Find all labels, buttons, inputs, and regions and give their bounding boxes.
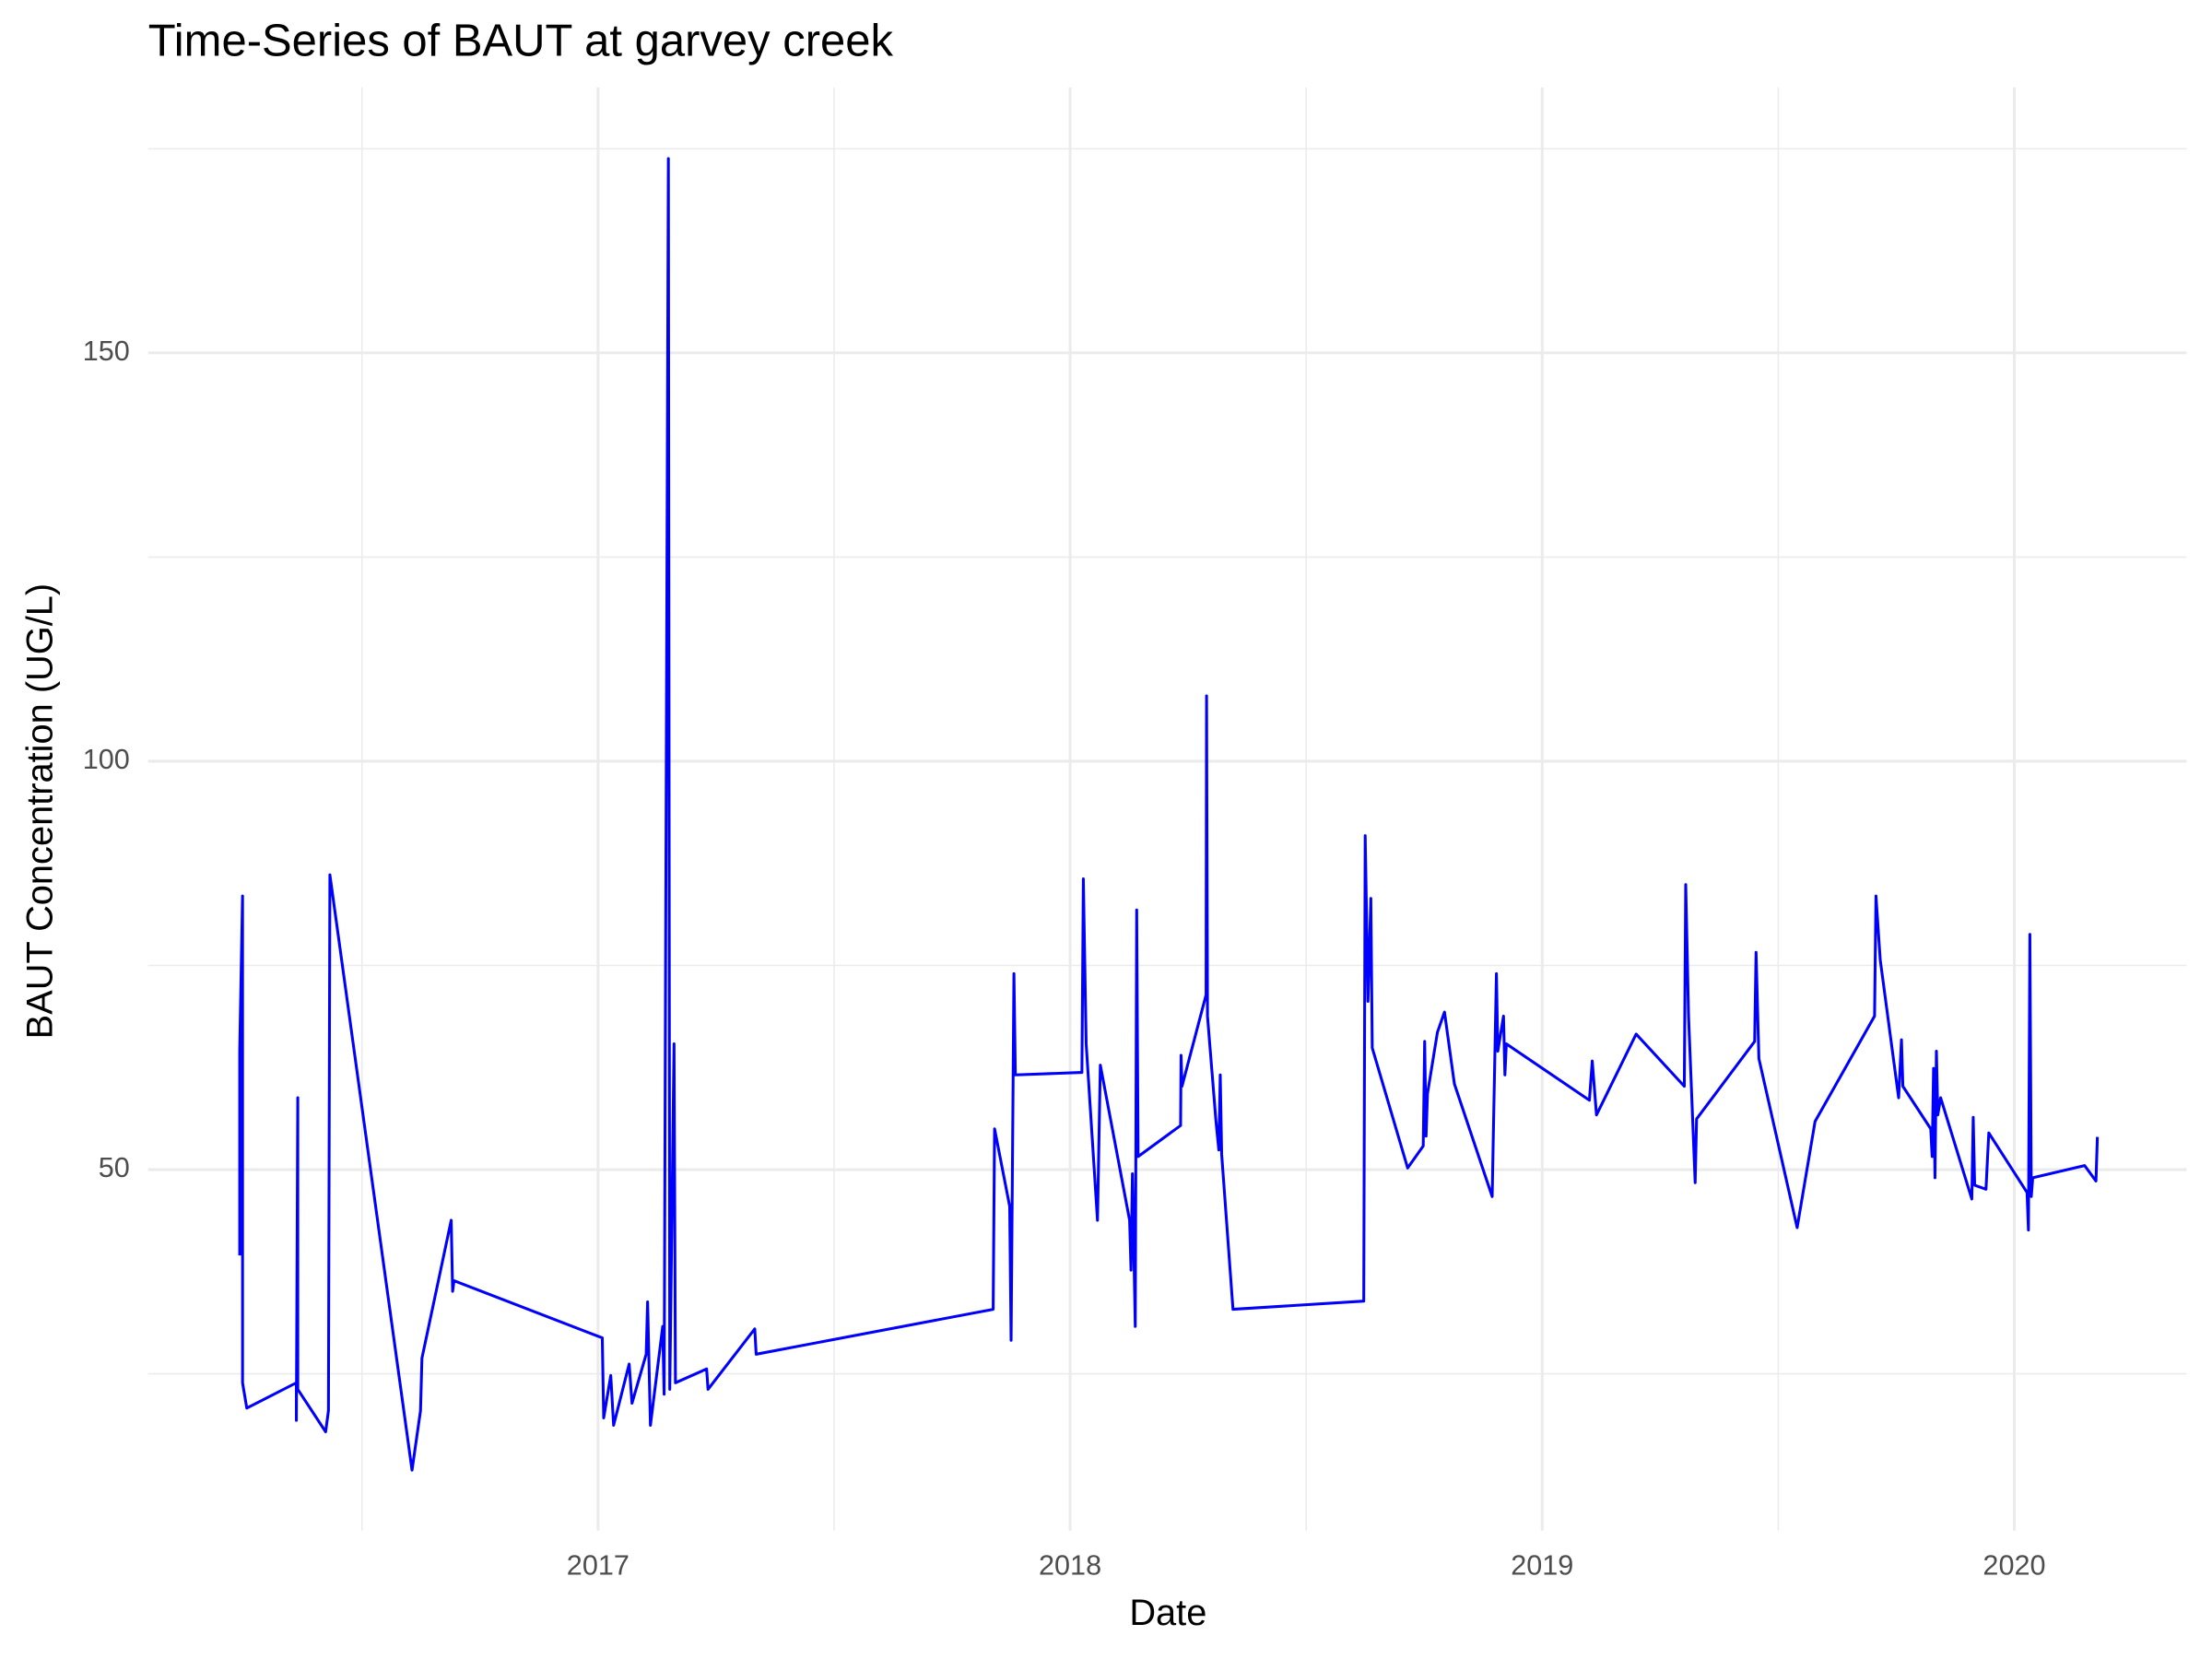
data-line — [238, 157, 2100, 1472]
plot — [238, 157, 2100, 1472]
x-tick-label: 2017 — [567, 1550, 629, 1582]
grid: 50 100 150 2017 2018 2019 2020 — [83, 87, 2187, 1582]
y-tick-label: 150 — [83, 335, 130, 367]
x-tick-label: 2019 — [1511, 1550, 1573, 1582]
chart-title: Time-Series of BAUT at garvey creek — [148, 16, 894, 65]
x-tick-label: 2018 — [1039, 1550, 1101, 1582]
x-axis-label: Date — [1129, 1593, 1206, 1633]
y-tick-label: 50 — [99, 1152, 130, 1183]
y-axis-label: BAUT Concentration (UG/L) — [19, 583, 60, 1040]
y-tick-label: 100 — [83, 744, 130, 775]
x-tick-label: 2020 — [1983, 1550, 2045, 1582]
